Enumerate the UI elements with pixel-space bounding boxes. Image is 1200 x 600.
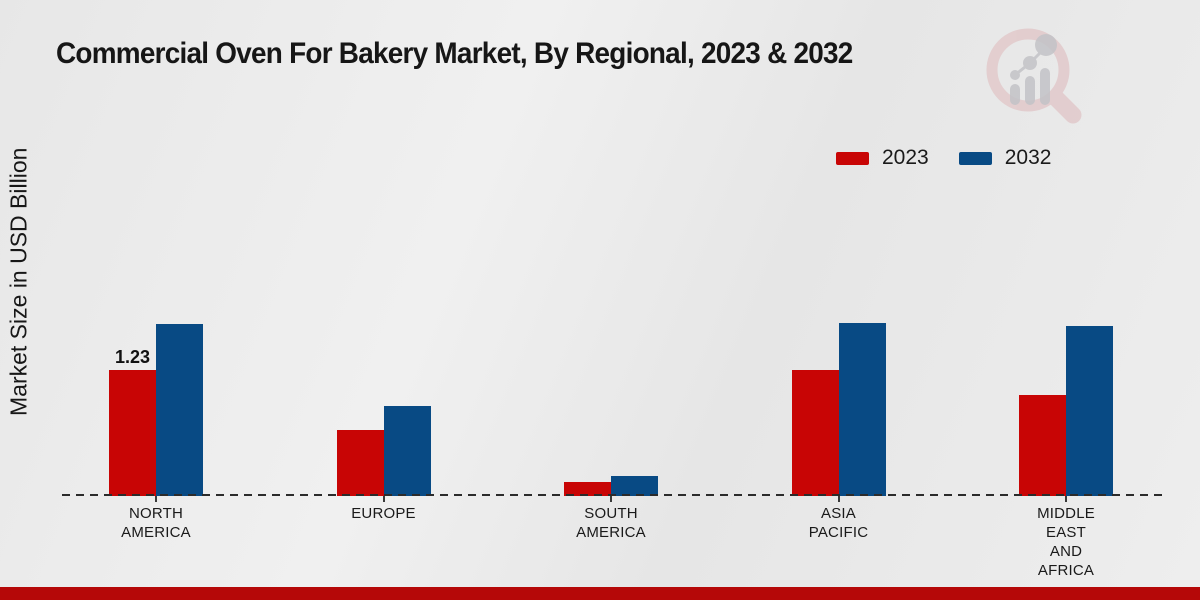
x-axis-dashed-baseline: [62, 494, 1163, 496]
legend-swatch-2032: [958, 151, 992, 165]
x-axis-tick-europe: [382, 496, 385, 502]
footer-accent-stripe: [0, 587, 1200, 600]
legend-label-2023: 2023: [882, 146, 929, 169]
x-axis-label-europe: EUROPE: [351, 505, 416, 522]
x-axis-label-asia-pacific: ASIA PACIFIC: [808, 505, 869, 541]
x-axis-tick-north-america: [155, 496, 157, 502]
x-axis-label-south-america: SOUTH AMERICA: [576, 505, 646, 541]
legend: 2023 2032: [836, 146, 1051, 170]
bar-2023-asia-pacific: [791, 370, 839, 496]
bar-2032-south-america: [611, 476, 658, 496]
bar-2032-europe: [383, 406, 431, 496]
x-axis-tick-middle-east-and-africa: [1065, 496, 1067, 502]
legend-item-2023: 2023: [836, 146, 929, 170]
bar-2032-north-america: [156, 324, 203, 496]
x-axis-tick-south-america: [610, 496, 612, 502]
magnifier-chart-logo-icon: [986, 28, 1082, 124]
bar-2032-middle-east-and-africa: [1066, 326, 1113, 496]
bar-2023-middle-east-and-africa: [1019, 395, 1066, 496]
bar-2023-europe: [336, 430, 384, 496]
legend-item-2032: 2032: [958, 146, 1052, 170]
x-axis-label-north-america: NORTH AMERICA: [121, 505, 191, 541]
x-axis-tick-asia-pacific: [837, 496, 840, 502]
legend-label-2032: 2032: [1004, 146, 1052, 169]
chart-title: Commercial Oven For Bakery Market, By Re…: [56, 37, 853, 70]
legend-swatch-2023: [836, 151, 869, 165]
bar-2032-asia-pacific: [838, 323, 886, 496]
bar-2023-south-america: [564, 482, 611, 496]
bar-value-label: 1.23: [114, 347, 151, 367]
x-axis-label-middle-east-and-africa: MIDDLE EAST AND AFRICA: [1037, 505, 1095, 579]
bar-2023-north-america: [109, 370, 156, 496]
